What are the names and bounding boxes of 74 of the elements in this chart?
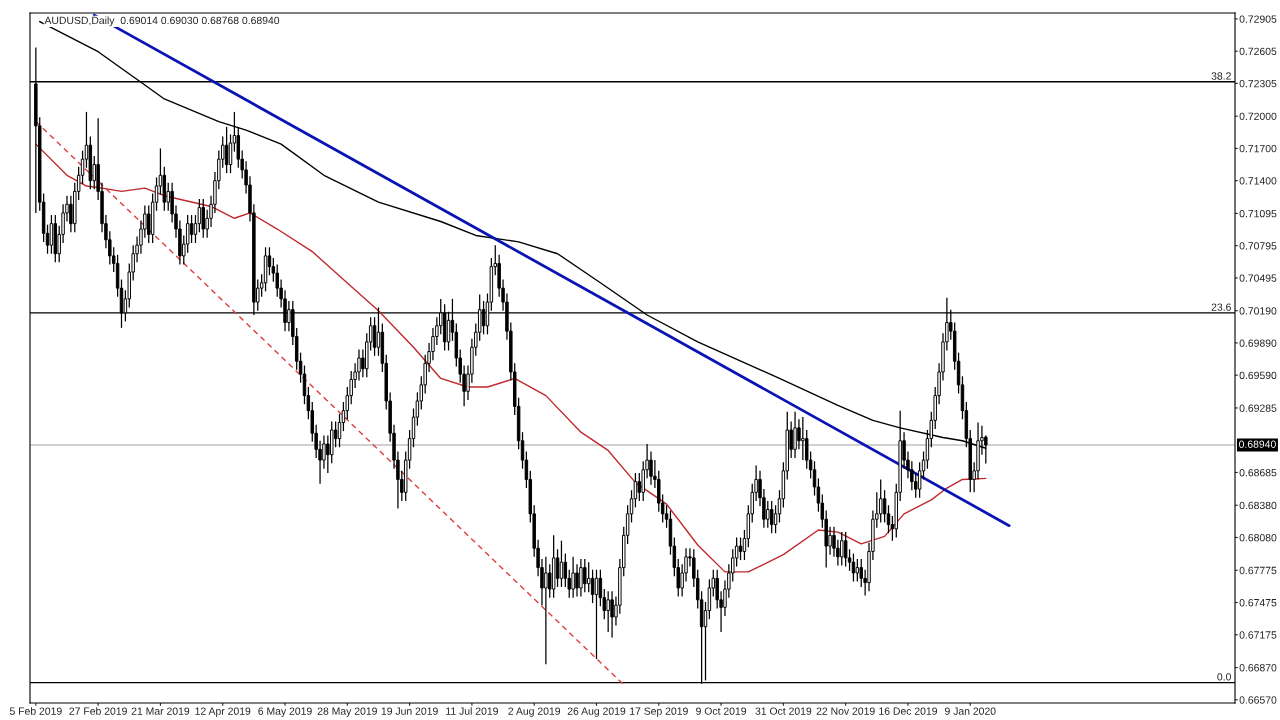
candlestick (855, 558, 860, 583)
y-tick-label: 0.68685 (1239, 468, 1277, 477)
candlestick (372, 316, 377, 357)
candlestick (851, 552, 856, 583)
candlestick (49, 214, 54, 255)
y-tick-label: 0.72605 (1239, 47, 1277, 56)
candlestick (575, 563, 579, 598)
y-tick-label: 0.67775 (1239, 566, 1277, 575)
candlestick (586, 561, 591, 593)
y-tick-label: 0.69590 (1239, 371, 1277, 380)
candlestick (69, 195, 73, 233)
candlestick (563, 552, 568, 588)
y-tick-label: 0.70495 (1239, 274, 1277, 282)
x-tick-label: 5 Feb 2019 (9, 707, 62, 715)
y-tick-label: 0.68380 (1239, 501, 1277, 510)
y-tick-label: 0.67175 (1239, 631, 1277, 639)
y-tick-label: 0.72905 (1239, 15, 1277, 23)
x-tick-label: 28 May 2019 (317, 707, 377, 717)
candlestick (201, 198, 205, 239)
x-tick-label: 9 Oct 2019 (696, 707, 747, 715)
candlestick (914, 472, 918, 499)
chart-title: AUDUSD,Daily 0.69014 0.69030 0.68768 0.68940 (44, 16, 280, 27)
y-tick-label: 0.72000 (1239, 112, 1277, 121)
y-tick-label: 0.67475 (1239, 599, 1277, 607)
y-tick-label: 0.69890 (1239, 339, 1277, 347)
x-tick-label: 6 May 2019 (258, 707, 312, 717)
x-tick-label: 16 Dec 2019 (879, 707, 937, 715)
candlestick (228, 133, 233, 174)
candlestick (185, 214, 190, 254)
candlestick (637, 472, 642, 502)
candlestick (224, 126, 229, 174)
ref-line-label: 0.68940 (1239, 440, 1276, 448)
y-tick-label: 0.70795 (1239, 242, 1277, 250)
candlestick (555, 548, 560, 588)
candlestick (583, 558, 587, 593)
candlestick (189, 214, 194, 244)
line-series (35, 143, 987, 573)
y-tick-label: 0.71400 (1239, 177, 1277, 185)
candlestick (147, 204, 151, 244)
y-tick-label: 0.66570 (1239, 696, 1277, 704)
candlestick (610, 590, 614, 639)
candlestick (544, 556, 548, 665)
x-tick-label: 12 Apr 2019 (195, 707, 251, 717)
candlestick (738, 536, 743, 561)
candlestick (766, 500, 770, 529)
x-tick-label: 2 Aug 2019 (508, 707, 561, 717)
y-tick-label: 0.68080 (1239, 533, 1277, 542)
x-tick-label: 11 Jul 2019 (446, 707, 498, 715)
candlestick (769, 500, 774, 534)
x-tick-label: 26 Aug 2019 (567, 707, 626, 717)
candlestick (606, 590, 610, 633)
candlestick (878, 478, 883, 524)
x-tick-label: 22 Nov 2019 (816, 707, 875, 715)
y-tick-label: 0.66870 (1239, 664, 1277, 672)
candlestick (801, 416, 805, 461)
annotation: 38.2 (1211, 72, 1231, 80)
y-tick-label: 0.71700 (1239, 144, 1277, 153)
candlestick (843, 531, 848, 568)
x-tick-label: 27 Feb 2019 (69, 707, 127, 715)
candlestick (571, 556, 575, 599)
annotation: 23.6 (1211, 303, 1231, 311)
candlestick (840, 531, 844, 567)
y-tick-label: 0.71095 (1239, 209, 1277, 218)
x-tick-label: 19 Jun 2019 (381, 707, 438, 715)
y-tick-label: 0.72305 (1239, 79, 1277, 88)
candlestick (793, 411, 797, 459)
candlestick (579, 558, 583, 598)
x-tick-label: 17 Sep 2019 (630, 707, 688, 717)
x-tick-label: 21 Mar 2019 (131, 707, 190, 715)
y-tick-label: 0.70190 (1239, 307, 1277, 315)
x-tick-label: 31 Oct 2019 (755, 707, 812, 715)
x-tick-label: 9 Jan 2020 (944, 707, 996, 715)
annotation: 0.0 (1217, 673, 1231, 681)
y-tick-label: 0.69285 (1239, 404, 1277, 412)
